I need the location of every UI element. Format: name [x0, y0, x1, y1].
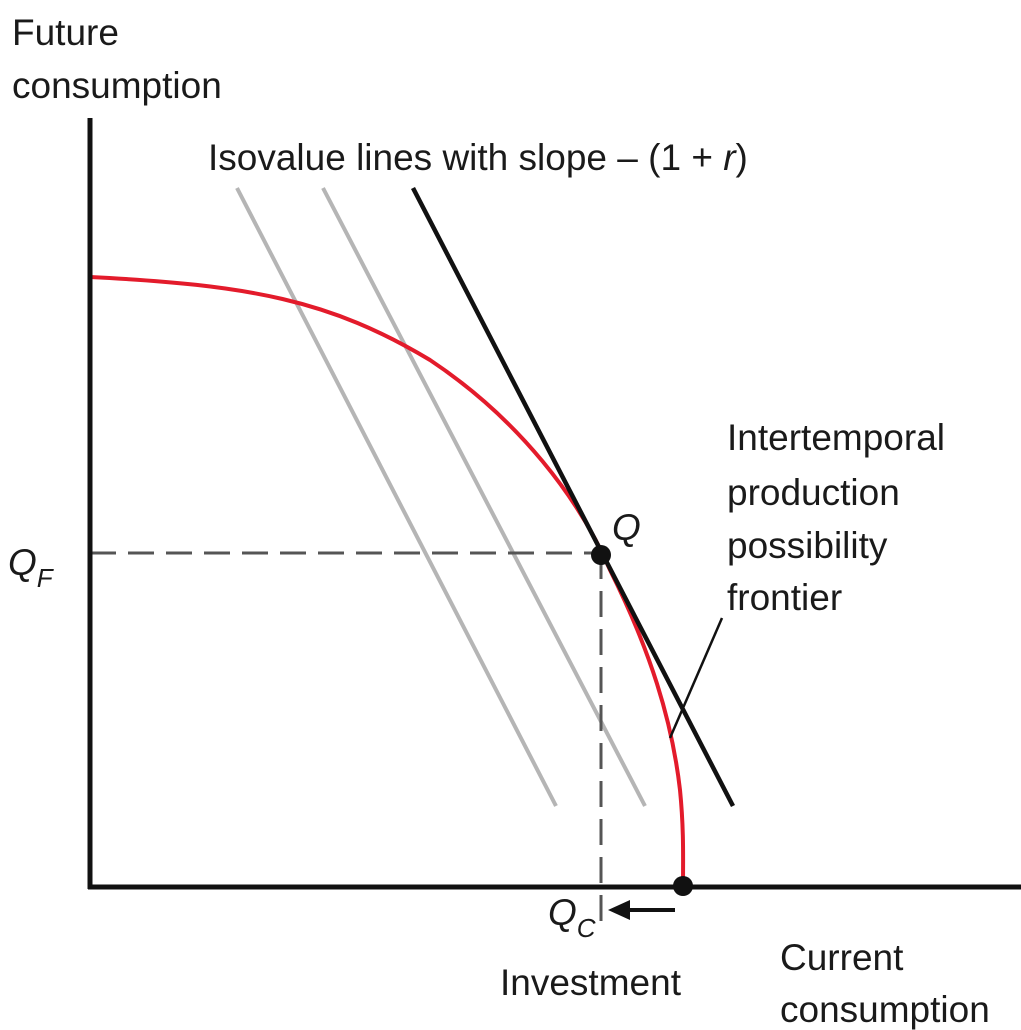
qf-sub: F [37, 563, 55, 593]
frontier-label: production [727, 472, 900, 513]
qc-letter: Q [548, 892, 577, 933]
point-endowment [673, 876, 693, 896]
investment-label: Investment [500, 962, 682, 1003]
isovalue-label: Isovalue lines with slope – (1 + r) [208, 137, 748, 178]
frontier-label: Intertemporal [727, 417, 945, 458]
q-label: Q [612, 507, 641, 548]
qf-letter: Q [8, 542, 37, 583]
arrow-head [608, 900, 630, 920]
qc-label: QC [548, 892, 596, 943]
leader-line [668, 617, 724, 739]
x-label: Current [780, 937, 904, 978]
isovalue-line [235, 187, 558, 807]
point-q [591, 545, 611, 565]
isovalue-line [321, 187, 647, 807]
x-label: consumption [780, 989, 990, 1030]
y-label: Future [12, 12, 119, 53]
frontier-curve [89, 275, 686, 887]
isovalue-text: Isovalue lines with slope – (1 + [208, 137, 723, 178]
frontier-label: frontier [727, 577, 842, 618]
isovalue-variable: r [723, 137, 737, 178]
y-label: consumption [12, 65, 222, 106]
tangent-line [411, 186, 735, 808]
frontier-label: possibility [727, 525, 888, 566]
isovalue-close: ) [736, 137, 748, 178]
qf-label: QF [8, 542, 55, 593]
qc-sub: C [577, 913, 596, 943]
